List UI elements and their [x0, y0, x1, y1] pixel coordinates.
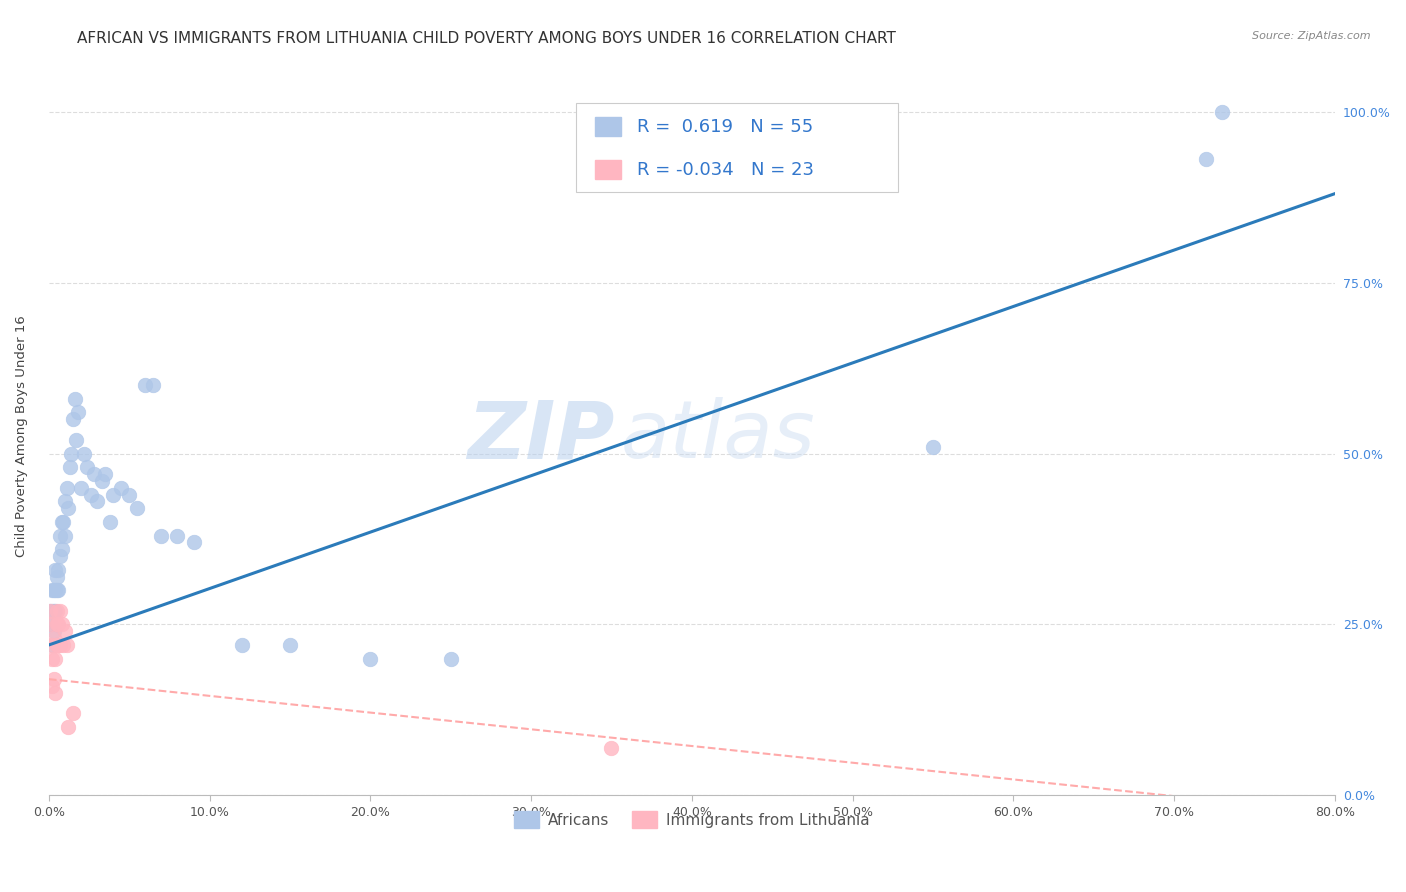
Point	[101, 487, 124, 501]
Point	[1211, 104, 1233, 119]
Point	[39, 617, 62, 632]
Point	[922, 440, 945, 454]
Point	[76, 460, 98, 475]
Point	[41, 651, 63, 665]
Point	[62, 412, 84, 426]
FancyBboxPatch shape	[595, 117, 621, 136]
Point	[42, 583, 65, 598]
Text: ZIP: ZIP	[467, 398, 614, 475]
Point	[52, 638, 75, 652]
Point	[44, 563, 66, 577]
Point	[41, 638, 63, 652]
Point	[44, 651, 66, 665]
Text: Source: ZipAtlas.com: Source: ZipAtlas.com	[1253, 31, 1371, 41]
Point	[39, 604, 62, 618]
Point	[142, 378, 165, 392]
Point	[49, 549, 72, 563]
Point	[41, 604, 63, 618]
Point	[62, 706, 84, 721]
Point	[134, 378, 156, 392]
Point	[45, 604, 67, 618]
Point	[59, 460, 82, 475]
Point	[150, 528, 173, 542]
Point	[56, 720, 79, 734]
Point	[44, 604, 66, 618]
Text: AFRICAN VS IMMIGRANTS FROM LITHUANIA CHILD POVERTY AMONG BOYS UNDER 16 CORRELATI: AFRICAN VS IMMIGRANTS FROM LITHUANIA CHI…	[77, 31, 896, 46]
Point	[41, 583, 63, 598]
Legend: Africans, Immigrants from Lithuania: Africans, Immigrants from Lithuania	[508, 805, 876, 834]
Point	[110, 481, 132, 495]
Point	[231, 638, 253, 652]
Point	[55, 638, 77, 652]
Point	[53, 624, 76, 639]
Point	[127, 501, 149, 516]
Point	[79, 487, 101, 501]
Point	[166, 528, 188, 542]
Point	[42, 672, 65, 686]
Point	[600, 740, 623, 755]
Point	[42, 604, 65, 618]
Point	[94, 467, 117, 481]
Point	[56, 501, 79, 516]
Point	[48, 563, 70, 577]
Point	[49, 528, 72, 542]
FancyBboxPatch shape	[576, 103, 897, 193]
Point	[44, 583, 66, 598]
Point	[51, 617, 73, 632]
Point	[73, 446, 96, 460]
Point	[90, 474, 112, 488]
Point	[118, 487, 141, 501]
Point	[42, 631, 65, 645]
Point	[49, 638, 72, 652]
Point	[42, 624, 65, 639]
FancyBboxPatch shape	[595, 160, 621, 178]
Y-axis label: Child Poverty Among Boys Under 16: Child Poverty Among Boys Under 16	[15, 316, 28, 558]
Point	[63, 392, 86, 406]
Text: R =  0.619   N = 55: R = 0.619 N = 55	[637, 118, 813, 136]
Point	[53, 494, 76, 508]
Point	[45, 638, 67, 652]
Point	[45, 617, 67, 632]
Point	[440, 651, 463, 665]
Point	[60, 446, 83, 460]
Point	[83, 467, 105, 481]
Point	[65, 433, 87, 447]
Point	[44, 686, 66, 700]
Point	[48, 583, 70, 598]
Point	[70, 481, 93, 495]
Point	[39, 604, 62, 618]
Text: R = -0.034   N = 23: R = -0.034 N = 23	[637, 161, 814, 179]
Point	[66, 405, 89, 419]
Point	[45, 569, 67, 583]
Point	[359, 651, 381, 665]
Point	[98, 515, 121, 529]
Point	[41, 679, 63, 693]
Point	[183, 535, 205, 549]
Point	[53, 528, 76, 542]
Point	[48, 638, 70, 652]
Point	[51, 515, 73, 529]
Point	[39, 617, 62, 632]
Point	[278, 638, 301, 652]
Point	[1195, 153, 1218, 167]
Point	[49, 604, 72, 618]
Point	[52, 515, 75, 529]
Point	[86, 494, 108, 508]
Point	[51, 542, 73, 557]
Point	[41, 638, 63, 652]
Point	[45, 583, 67, 598]
Text: atlas: atlas	[621, 398, 815, 475]
Point	[48, 617, 70, 632]
Point	[55, 481, 77, 495]
